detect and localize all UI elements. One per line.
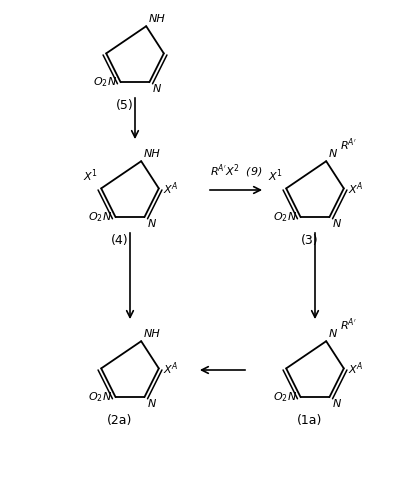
- Text: X$^A$: X$^A$: [348, 360, 363, 376]
- Text: X$^1$: X$^1$: [83, 168, 97, 184]
- Text: O$_2$N: O$_2$N: [89, 210, 113, 224]
- Text: (2a): (2a): [107, 414, 133, 427]
- Text: X$^1$: X$^1$: [268, 168, 282, 184]
- Text: NH: NH: [144, 149, 161, 159]
- Text: (1a): (1a): [297, 414, 323, 427]
- Text: N: N: [147, 219, 156, 229]
- Text: R$^{A'}$X$^2$  (9): R$^{A'}$X$^2$ (9): [210, 162, 262, 180]
- Text: X$^A$: X$^A$: [163, 360, 178, 376]
- Text: (5): (5): [116, 99, 134, 112]
- Text: X$^A$: X$^A$: [348, 180, 363, 196]
- Text: R$^{A'}$: R$^{A'}$: [340, 137, 357, 153]
- Text: O$_2$N: O$_2$N: [273, 390, 297, 404]
- Text: N: N: [329, 329, 337, 339]
- Text: X$^A$: X$^A$: [163, 180, 178, 196]
- Text: R$^{A'}$: R$^{A'}$: [340, 317, 357, 333]
- Text: NH: NH: [144, 329, 161, 339]
- Text: N: N: [152, 84, 161, 94]
- Text: N: N: [332, 219, 341, 229]
- Text: O$_2$N: O$_2$N: [273, 210, 297, 224]
- Text: N: N: [329, 149, 337, 159]
- Text: NH: NH: [149, 14, 166, 24]
- Text: O$_2$N: O$_2$N: [89, 390, 113, 404]
- Text: O$_2$N: O$_2$N: [94, 76, 118, 89]
- Text: N: N: [147, 399, 156, 409]
- Text: (4): (4): [111, 234, 129, 247]
- Text: N: N: [332, 399, 341, 409]
- Text: (3): (3): [301, 234, 319, 247]
